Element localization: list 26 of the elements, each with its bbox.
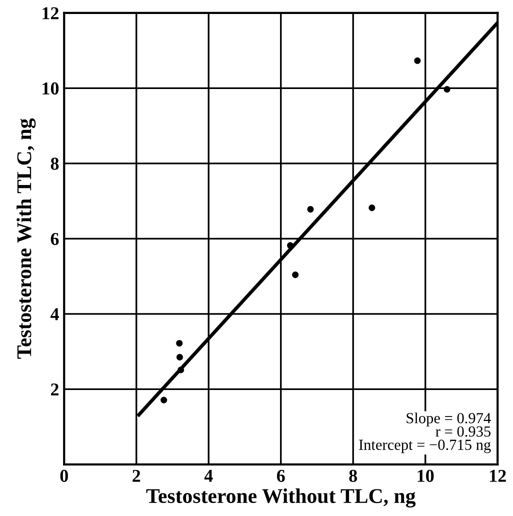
y-tick-label: 12 bbox=[42, 7, 58, 20]
y-tick-label: 8 bbox=[50, 158, 59, 170]
point bbox=[178, 366, 184, 374]
point bbox=[176, 340, 183, 347]
point bbox=[286, 242, 294, 249]
point bbox=[176, 354, 184, 360]
x-tick-label: 12 bbox=[490, 470, 506, 482]
annotation: Slope = 0.974 r = 0.935 Intercept = −0.715 ng bbox=[359, 412, 491, 454]
y-tick-label: 6 bbox=[50, 232, 59, 246]
y-tick-label: 10 bbox=[42, 82, 59, 95]
x-tick-label: 4 bbox=[204, 470, 213, 482]
point bbox=[368, 204, 376, 212]
point bbox=[414, 57, 421, 64]
x-axis-title: Testosterone Without TLC, ng bbox=[146, 488, 416, 508]
y-tick-label: 4 bbox=[50, 308, 59, 320]
point bbox=[444, 86, 450, 93]
x-tick-label: 2 bbox=[132, 470, 140, 482]
x-tick-label: 0 bbox=[60, 470, 68, 482]
x-tick-label: 10 bbox=[418, 470, 434, 482]
y-tick-label: 2 bbox=[50, 383, 58, 396]
point bbox=[307, 206, 314, 213]
y-axis-title: Testosterone With TLC, ng bbox=[16, 118, 36, 359]
point bbox=[292, 271, 299, 278]
x-tick-label: 8 bbox=[349, 470, 358, 482]
point bbox=[160, 396, 168, 404]
x-tick-label: 6 bbox=[276, 470, 285, 482]
